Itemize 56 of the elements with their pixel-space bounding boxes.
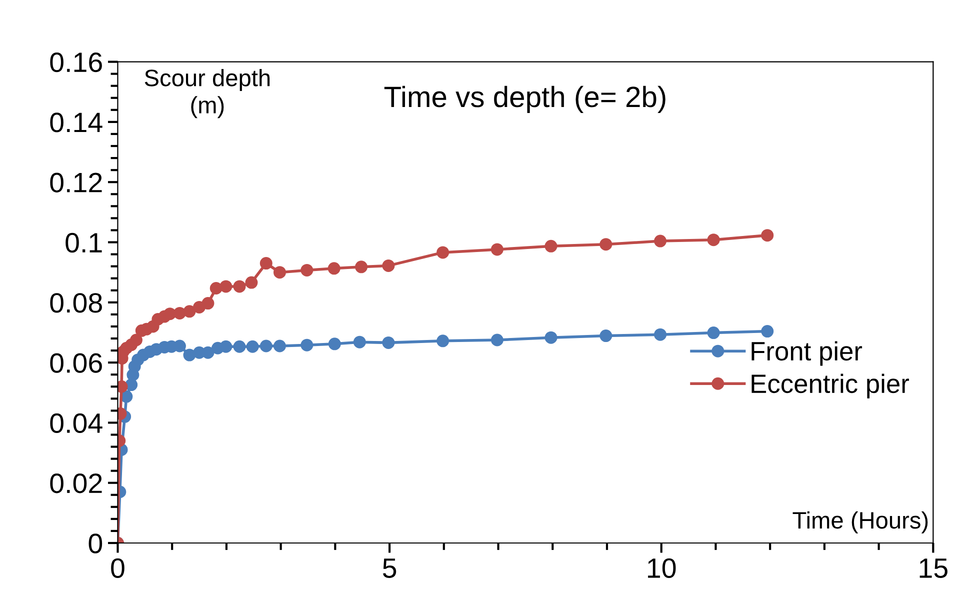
point xyxy=(300,338,314,352)
point xyxy=(436,246,450,259)
legend-label: Front pier xyxy=(752,341,862,366)
point xyxy=(382,259,395,272)
point xyxy=(600,330,612,342)
point xyxy=(707,234,720,246)
point xyxy=(260,340,272,352)
point xyxy=(183,348,196,362)
point xyxy=(245,276,258,289)
point xyxy=(273,340,286,352)
legend-label: Eccentric pier xyxy=(752,374,909,398)
y-tick-label: 0.08 xyxy=(50,293,102,313)
point xyxy=(490,243,504,256)
point xyxy=(260,257,272,270)
point xyxy=(233,280,246,293)
point xyxy=(328,262,340,275)
x-axis-title: Time (Hours) xyxy=(792,511,928,534)
point xyxy=(355,260,368,274)
point xyxy=(490,334,504,346)
y-tick-label: 0.06 xyxy=(50,353,102,373)
point xyxy=(707,326,720,340)
point xyxy=(220,340,232,353)
point xyxy=(353,336,366,348)
point xyxy=(761,229,774,242)
point xyxy=(654,234,667,248)
point xyxy=(233,340,246,353)
point xyxy=(600,238,612,251)
y-tick-label: 0.12 xyxy=(50,172,102,192)
y-axis-title: Scour depth (m) xyxy=(144,69,270,118)
y-tick-label: 0 xyxy=(88,534,102,554)
point xyxy=(328,338,341,350)
point xyxy=(183,305,196,318)
point xyxy=(300,264,314,276)
y-tick-label: 0.16 xyxy=(50,52,102,72)
point xyxy=(382,336,395,349)
point xyxy=(246,340,259,353)
point xyxy=(436,334,450,348)
y-tick-label: 0.1 xyxy=(66,232,102,253)
point xyxy=(173,306,186,320)
point xyxy=(202,297,214,310)
point xyxy=(544,331,558,344)
y-tick-label: 0.14 xyxy=(50,112,102,132)
point xyxy=(544,240,558,252)
point xyxy=(130,334,142,346)
point xyxy=(220,280,232,293)
y-tick-label: 0.04 xyxy=(50,413,102,434)
x-tick-label: 15 xyxy=(920,558,948,578)
x-tick-label: 10 xyxy=(648,558,676,578)
x-tick-label: 5 xyxy=(382,558,396,578)
point xyxy=(761,325,774,338)
text: Time vs depth (e= 2b) xyxy=(384,86,666,114)
point xyxy=(273,266,286,279)
point xyxy=(210,282,222,295)
y-tick-label: 0.02 xyxy=(50,474,102,494)
x-tick-label: 0 xyxy=(111,558,124,578)
point xyxy=(654,328,667,341)
